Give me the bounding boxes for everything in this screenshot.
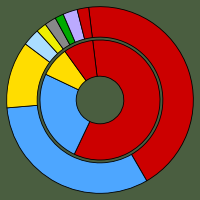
Wedge shape (7, 105, 147, 193)
Wedge shape (40, 74, 90, 154)
Wedge shape (63, 10, 85, 42)
Wedge shape (55, 14, 75, 45)
Wedge shape (37, 24, 63, 53)
Wedge shape (77, 7, 92, 39)
Wedge shape (7, 44, 50, 108)
Wedge shape (46, 51, 86, 90)
Wedge shape (45, 18, 70, 49)
Wedge shape (65, 40, 97, 81)
Wedge shape (74, 40, 160, 160)
Wedge shape (25, 31, 58, 62)
Wedge shape (89, 7, 193, 181)
